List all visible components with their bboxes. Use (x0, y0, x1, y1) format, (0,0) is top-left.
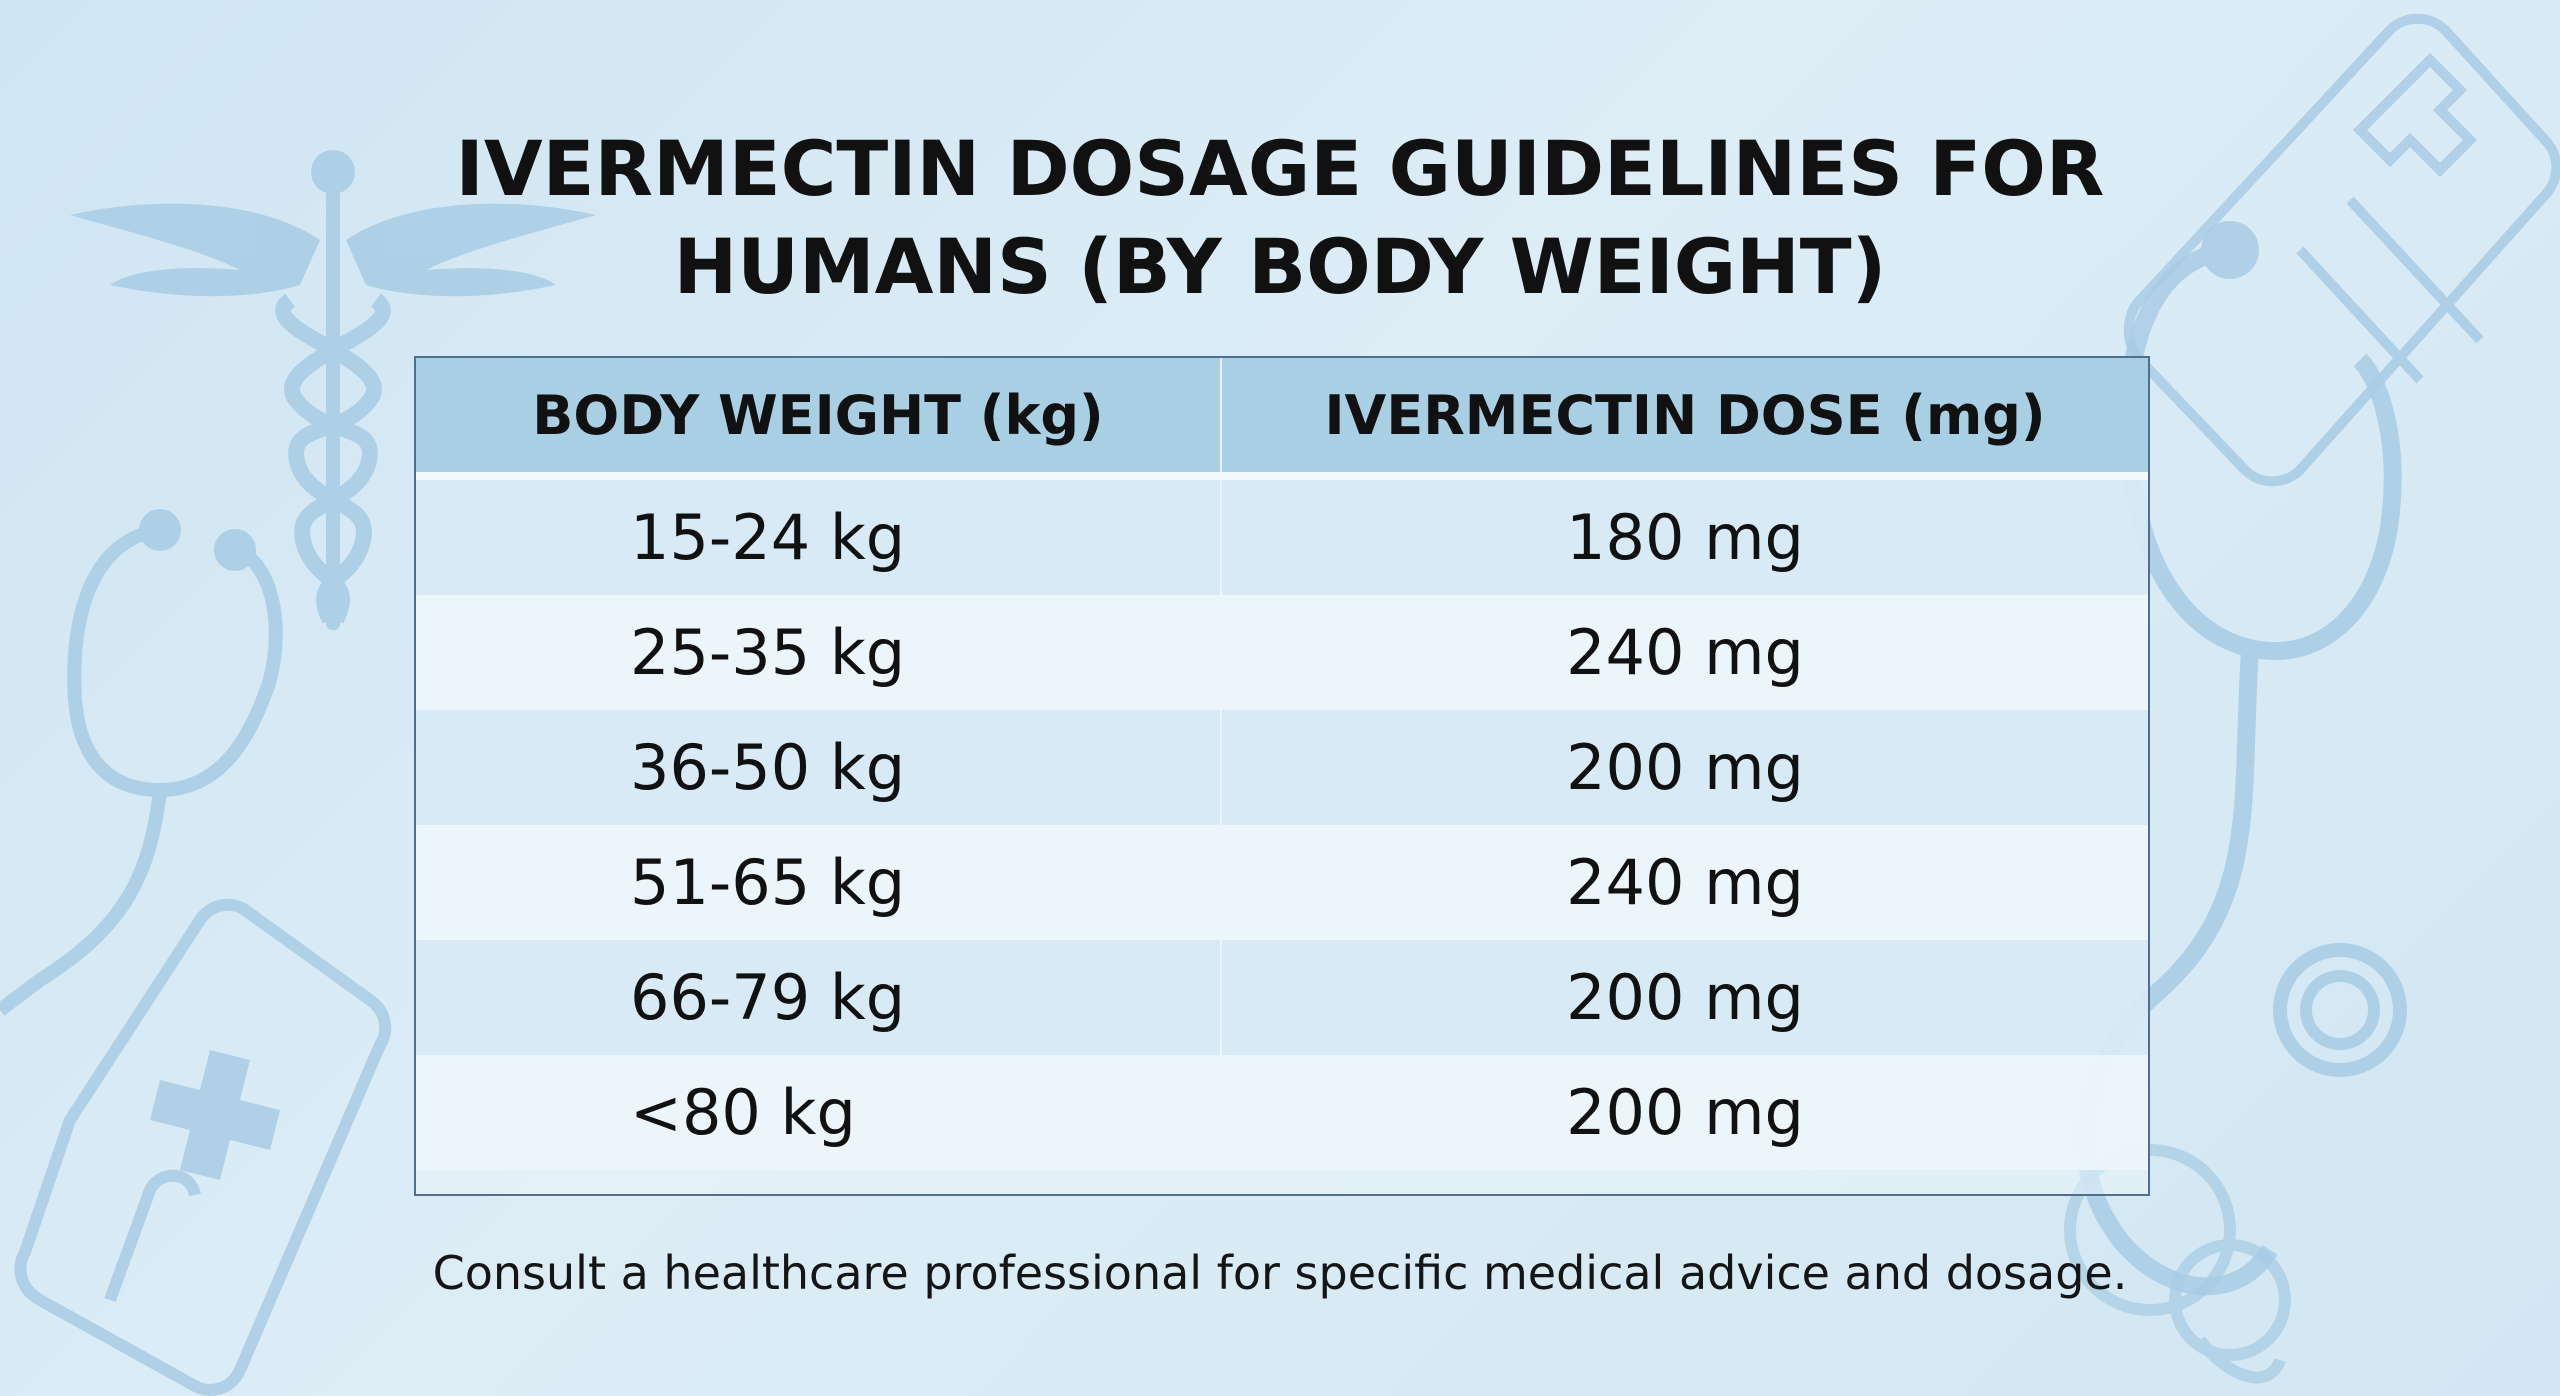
weight-cell: 36-50 kg (416, 710, 1222, 825)
header-body-weight: BODY WEIGHT (kg) (416, 358, 1222, 480)
weight-cell: 15-24 kg (416, 476, 1222, 595)
dose-cell: 240 mg (1221, 595, 2148, 710)
dose-cell: 200 mg (1221, 1055, 2148, 1170)
dose-cell: 240 mg (1221, 825, 2148, 940)
dosage-table: BODY WEIGHT (kg) IVERMECTIN DOSE (mg) 15… (416, 358, 2148, 1170)
medical-kit-icon (14, 898, 392, 1396)
header-ivermectin-dose: IVERMECTIN DOSE (mg) (1221, 358, 2148, 480)
weight-cell: 66-79 kg (416, 940, 1222, 1055)
table-row: 25-35 kg 240 mg (416, 595, 2148, 710)
dose-cell: 200 mg (1221, 940, 2148, 1055)
stethoscope-icon (0, 509, 283, 1016)
disclaimer-text: Consult a healthcare professional for sp… (432, 1246, 2128, 1300)
table-row: 15-24 kg 180 mg (416, 476, 2148, 595)
weight-cell: 25-35 kg (416, 595, 1222, 710)
table-header-row: BODY WEIGHT (kg) IVERMECTIN DOSE (mg) (416, 358, 2148, 480)
weight-cell: <80 kg (416, 1055, 1222, 1170)
dosage-table-container: BODY WEIGHT (kg) IVERMECTIN DOSE (mg) 15… (414, 356, 2150, 1196)
table-row: 36-50 kg 200 mg (416, 710, 2148, 825)
table-row: 66-79 kg 200 mg (416, 940, 2148, 1055)
title-line-2: HUMANS (BY BODY WEIGHT) (673, 222, 1887, 311)
table-row: 51-65 kg 240 mg (416, 825, 2148, 940)
title-line-1: IVERMECTIN DOSAGE GUIDELINES FOR (455, 124, 2105, 213)
dose-cell: 180 mg (1221, 476, 2148, 595)
dose-cell: 200 mg (1221, 710, 2148, 825)
table-row: <80 kg 200 mg (416, 1055, 2148, 1170)
page-title: IVERMECTIN DOSAGE GUIDELINES FOR HUMANS … (330, 120, 2230, 316)
weight-cell: 51-65 kg (416, 825, 1222, 940)
